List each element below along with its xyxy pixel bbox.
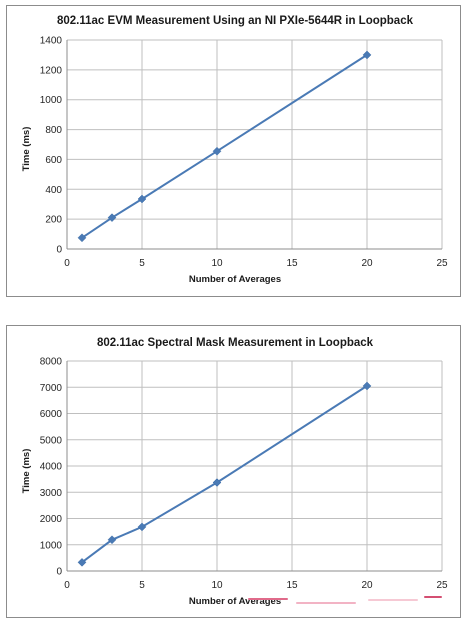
y-tick-label: 8000	[40, 357, 63, 368]
y-tick-label: 800	[45, 125, 62, 136]
x-tick-label: 5	[139, 580, 145, 591]
watermark-stroke	[296, 602, 356, 604]
series-line	[81, 385, 368, 564]
chart-evm-measurement: 802.11ac EVM Measurement Using an NI PXI…	[6, 5, 461, 297]
y-tick-label: 5000	[40, 435, 63, 446]
watermark-stroke	[248, 598, 288, 600]
x-tick-label: 10	[211, 580, 223, 591]
watermark-stroke	[424, 596, 442, 598]
data-point-marker	[107, 535, 117, 545]
x-axis-label: Number of Averages	[189, 274, 281, 285]
data-point-marker	[107, 213, 117, 223]
watermark-stroke	[368, 599, 418, 601]
y-tick-label: 6000	[40, 409, 63, 420]
y-tick-label: 1000	[40, 540, 63, 551]
x-tick-label: 10	[211, 258, 223, 269]
data-point-marker	[77, 557, 87, 567]
chart-title: 802.11ac Spectral Mask Measurement in Lo…	[97, 337, 374, 349]
y-tick-label: 3000	[40, 488, 63, 499]
x-tick-label: 20	[361, 258, 373, 269]
y-tick-label: 0	[56, 245, 62, 256]
data-point-marker	[77, 233, 87, 243]
y-tick-label: 0	[56, 567, 62, 578]
y-tick-label: 4000	[40, 462, 63, 473]
chart-spectral-mask-measurement: 802.11ac Spectral Mask Measurement in Lo…	[6, 325, 461, 618]
x-tick-label: 25	[436, 258, 448, 269]
y-tick-label: 400	[45, 185, 62, 196]
gridlines	[66, 39, 443, 250]
y-tick-label: 2000	[40, 514, 63, 525]
data-point-marker	[212, 478, 222, 487]
x-tick-label: 0	[64, 258, 70, 269]
x-tick-label: 15	[286, 258, 298, 269]
chart-evm-svg: 802.11ac EVM Measurement Using an NI PXI…	[21, 15, 448, 285]
watermark	[248, 592, 448, 614]
x-tick-label: 25	[436, 580, 448, 591]
x-tick-label: 5	[139, 258, 145, 269]
x-axis-label: Number of Averages	[189, 596, 281, 607]
data-point-marker	[137, 194, 147, 204]
x-tick-label: 20	[361, 580, 373, 591]
gridlines	[66, 360, 443, 572]
chart-spectral-mask-svg: 802.11ac Spectral Mask Measurement in Lo…	[21, 337, 448, 607]
series-line	[81, 54, 368, 239]
chart-title: 802.11ac EVM Measurement Using an NI PXI…	[57, 15, 414, 27]
data-point-marker	[362, 50, 372, 60]
data-point-marker	[362, 381, 372, 391]
y-axis-label: Time (ms)	[21, 449, 32, 494]
data-point-marker	[137, 522, 147, 532]
x-tick-label: 0	[64, 580, 70, 591]
y-axis-label: Time (ms)	[21, 127, 32, 172]
y-tick-label: 1400	[40, 36, 63, 47]
y-tick-label: 1200	[40, 65, 63, 76]
y-tick-label: 600	[45, 155, 62, 166]
y-tick-label: 1000	[40, 95, 63, 106]
x-tick-label: 15	[286, 580, 298, 591]
y-tick-label: 7000	[40, 383, 63, 394]
data-point-marker	[212, 146, 222, 156]
y-tick-label: 200	[45, 215, 62, 226]
